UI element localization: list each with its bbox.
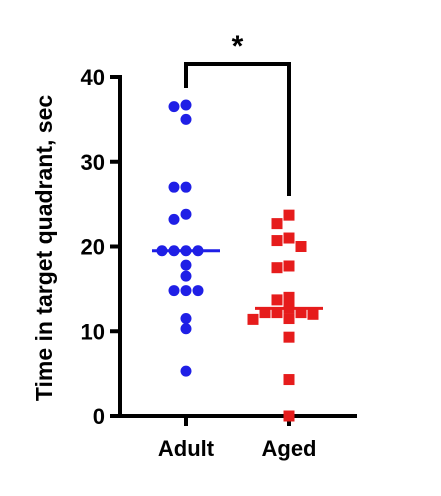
x-tick-label: Adult [158,436,215,461]
data-points [156,99,319,422]
data-point [247,313,259,325]
data-point [271,307,283,319]
data-point [180,323,192,335]
y-axis-label: Time in target quadrant, sec [31,95,57,402]
data-point [283,374,295,386]
data-point [180,113,192,125]
data-point [271,262,283,274]
data-point [180,313,192,325]
y-tick-label: 30 [81,150,105,175]
data-point [168,181,180,193]
data-point [283,331,295,343]
data-point [168,101,180,113]
data-point [180,285,192,297]
data-point [180,365,192,377]
data-point [180,259,192,271]
x-tick-label: Aged [262,436,317,461]
data-point [295,241,307,252]
data-point [295,307,307,319]
data-point [180,99,192,111]
data-point [192,285,204,297]
significance-line [184,62,291,196]
y-tick-label: 10 [81,319,105,344]
data-point [307,308,319,320]
data-point [271,218,283,230]
mean-lines [152,249,323,310]
data-point [259,307,271,319]
x-tick-labels: Adult Aged [158,436,317,461]
data-point [283,232,295,244]
data-point [180,270,192,282]
data-point [283,260,295,272]
axes [110,75,357,426]
data-point [271,294,283,306]
data-point [168,213,180,225]
data-point [271,235,283,247]
significance-star: * [232,30,244,63]
data-point [168,285,180,297]
data-point [283,291,295,303]
significance-bracket: * [184,30,291,196]
y-tick-label: 40 [81,65,105,90]
data-point [283,209,295,221]
data-point [283,313,295,325]
data-point [283,410,295,422]
y-tick-label: 0 [93,404,105,429]
y-tick-labels: 0 10 20 30 40 [81,65,105,429]
data-point [180,181,192,193]
y-tick-label: 20 [81,235,105,260]
data-point [180,208,192,220]
